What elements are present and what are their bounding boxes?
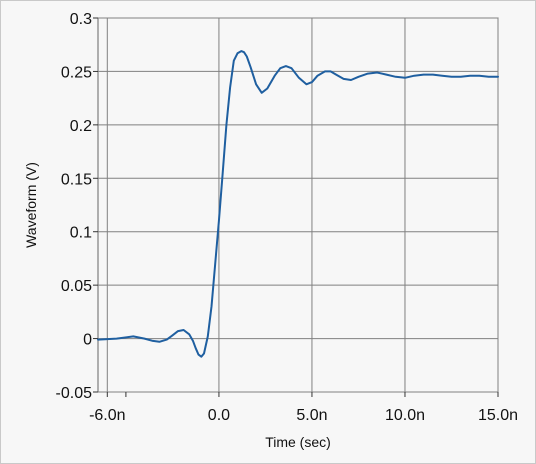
- x-tick-label: 10.0n: [385, 407, 425, 424]
- y-tick-label: 0.2: [70, 118, 92, 135]
- axis-ticks: [93, 17, 499, 397]
- y-tick-label: 0.3: [70, 11, 92, 28]
- x-tick-label: 5.0n: [296, 407, 327, 424]
- series-layer: [97, 50, 499, 358]
- x-tick-label: 0.0: [208, 407, 230, 424]
- y-tick-label: 0.05: [61, 278, 92, 295]
- y-axis-title: Waveform (V): [23, 162, 39, 248]
- y-tick-label: 0: [83, 332, 92, 349]
- grid-lines: [98, 17, 499, 393]
- waveform-series-line: [97, 50, 499, 358]
- x-tick-label: 15.0n: [478, 407, 518, 424]
- plot-area: [97, 17, 499, 393]
- x-tick-label: -6.0n: [89, 407, 125, 424]
- y-tick-label: 0.25: [61, 64, 92, 81]
- x-tick-labels: -6.0n 0.0 5.0n 10.0n 15.0n: [89, 407, 518, 424]
- y-tick-label: 0.1: [70, 225, 92, 242]
- y-tick-labels: -0.05 0 0.05 0.1 0.15 0.2 0.25 0.3: [56, 11, 93, 402]
- y-tick-label: -0.05: [56, 385, 93, 402]
- y-tick-label: 0.15: [61, 171, 92, 188]
- x-axis-title: Time (sec): [265, 434, 331, 450]
